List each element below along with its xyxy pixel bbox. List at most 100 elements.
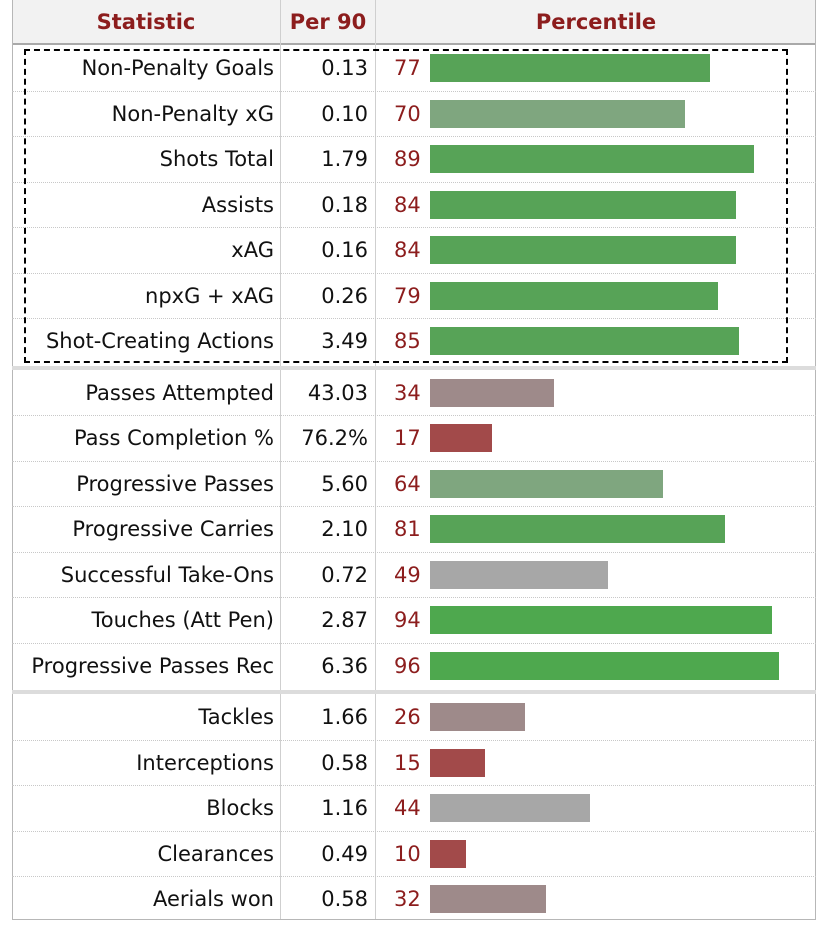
per90-value: 1.16 <box>321 796 368 820</box>
stat-label: npxG + xAG <box>145 283 274 308</box>
percentile-bar <box>430 99 685 128</box>
column-divider <box>280 0 281 920</box>
row-separator <box>12 739 816 741</box>
stat-label: Shot-Creating Actions <box>45 329 274 353</box>
per90-value: 2.10 <box>321 517 368 541</box>
percentile-bar <box>430 145 754 173</box>
percentile-bar <box>430 560 608 589</box>
row-separator <box>12 227 816 228</box>
percentile-value: 96 <box>394 653 421 678</box>
percentile-value: 89 <box>394 147 421 171</box>
stat-label: Tackles <box>198 705 274 729</box>
percentile-value: 15 <box>394 750 421 775</box>
per90-value: 0.26 <box>321 283 368 308</box>
row-separator <box>12 597 816 598</box>
percentile-value: 85 <box>394 329 421 353</box>
stat-label: Pass Completion % <box>73 426 274 450</box>
table-frame <box>12 0 816 920</box>
header-statistic[interactable]: Statistic <box>12 0 280 45</box>
row-separator <box>12 876 816 877</box>
stat-label: Progressive Passes Rec <box>31 653 274 678</box>
percentile-value: 49 <box>394 562 421 587</box>
header-statistic-label: Statistic <box>96 10 196 34</box>
percentile-value: 70 <box>394 101 421 126</box>
stat-label: Non-Penalty Goals <box>81 56 274 80</box>
per90-value: 5.60 <box>321 471 368 496</box>
percentile-bar <box>430 748 485 777</box>
group-separator <box>12 365 816 370</box>
percentile-value: 94 <box>394 608 421 632</box>
percentile-bar <box>430 236 736 264</box>
header-percentile[interactable]: Percentile <box>376 0 816 45</box>
per90-value: 76.2% <box>301 426 368 450</box>
stat-label: Shots Total <box>159 147 274 171</box>
row-separator <box>12 785 816 786</box>
stat-label: Successful Take-Ons <box>60 562 274 587</box>
per90-value: 0.13 <box>321 56 368 80</box>
percentile-value: 84 <box>394 238 421 262</box>
percentile-bar <box>430 515 725 543</box>
percentile-value: 44 <box>394 796 421 820</box>
percentile-value: 34 <box>394 380 421 405</box>
percentile-bar <box>430 54 710 82</box>
stat-label: xAG <box>231 238 274 262</box>
row-separator <box>12 90 816 92</box>
per90-value: 0.18 <box>321 192 368 217</box>
stat-label: Passes Attempted <box>85 380 274 405</box>
per90-value: 6.36 <box>321 653 368 678</box>
row-separator <box>12 460 816 462</box>
per90-value: 0.16 <box>321 238 368 262</box>
header-percentile-label: Percentile <box>535 10 657 34</box>
percentile-bar <box>430 703 525 731</box>
row-separator <box>12 415 816 416</box>
percentile-value: 81 <box>394 517 421 541</box>
row-separator <box>12 136 816 137</box>
scouting-report-table: Statistic Per 90 Percentile Non-Penalty … <box>12 0 816 920</box>
row-separator <box>12 830 816 832</box>
percentile-bar <box>430 281 718 310</box>
per90-value: 0.72 <box>321 562 368 587</box>
per90-value: 0.58 <box>321 750 368 775</box>
percentile-value: 32 <box>394 887 421 911</box>
percentile-bar <box>430 378 554 407</box>
percentile-bar <box>430 606 772 634</box>
stat-label: Progressive Passes <box>76 471 274 496</box>
percentile-bar <box>430 469 663 498</box>
per90-value: 1.79 <box>321 147 368 171</box>
percentile-bar <box>430 651 779 680</box>
stat-label: Aerials won <box>152 887 274 911</box>
percentile-value: 26 <box>394 705 421 729</box>
percentile-value: 77 <box>394 56 421 80</box>
percentile-bar <box>430 885 546 913</box>
percentile-value: 17 <box>394 426 421 450</box>
row-separator <box>12 272 816 274</box>
percentile-bar <box>430 794 590 822</box>
stat-label: Non-Penalty xG <box>111 101 274 126</box>
row-separator <box>12 642 816 644</box>
percentile-value: 79 <box>394 283 421 308</box>
column-divider <box>375 0 376 920</box>
header-per90[interactable]: Per 90 <box>281 0 375 45</box>
per90-value: 0.49 <box>321 841 368 866</box>
per90-value: 43.03 <box>307 380 368 405</box>
stat-label: Clearances <box>157 841 274 866</box>
per90-value: 3.49 <box>321 329 368 353</box>
row-separator <box>12 318 816 319</box>
stat-label: Interceptions <box>136 750 274 775</box>
per90-value: 0.10 <box>321 101 368 126</box>
percentile-bar <box>430 424 492 452</box>
per90-value: 0.58 <box>321 887 368 911</box>
percentile-value: 10 <box>394 841 421 866</box>
header-per90-label: Per 90 <box>289 10 367 34</box>
stat-label: Assists <box>201 192 274 217</box>
stat-label: Progressive Carries <box>72 517 274 541</box>
stat-label: Touches (Att Pen) <box>91 608 274 632</box>
per90-value: 2.87 <box>321 608 368 632</box>
percentile-bar <box>430 190 736 219</box>
percentile-bar <box>430 327 739 355</box>
percentile-value: 84 <box>394 192 421 217</box>
stat-label: Blocks <box>206 796 274 820</box>
row-separator <box>12 181 816 183</box>
per90-value: 1.66 <box>321 705 368 729</box>
row-separator <box>12 551 816 553</box>
